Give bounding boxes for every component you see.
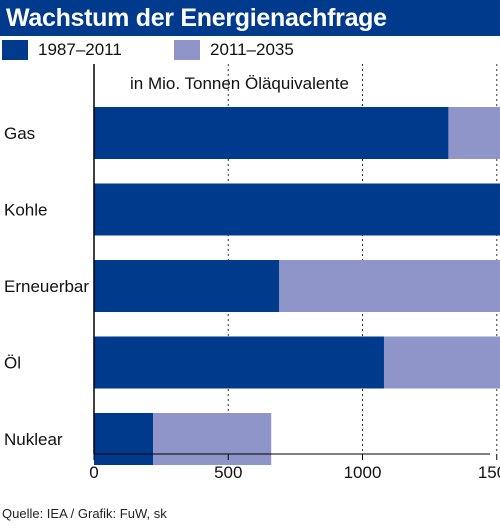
legend-swatch-series-2 (174, 40, 200, 60)
chart-title: Wachstum der Energienachfrage (0, 0, 500, 36)
bar-öl-series-1 (94, 336, 384, 389)
legend-item-series-1: 1987–2011 (2, 40, 122, 60)
bar-nuklear-series-1 (94, 413, 154, 465)
legend-swatch-series-1 (2, 40, 28, 60)
x-tick-label-0: 0 (89, 463, 98, 482)
x-tick-label-1000: 1000 (344, 463, 382, 482)
x-tick-label-1500: 1500 (478, 463, 500, 482)
bar-öl-series-2 (383, 336, 500, 389)
bar-nuklear-series-2 (153, 413, 272, 465)
legend: 1987–2011 2011–2035 (0, 40, 500, 64)
legend-item-series-2: 2011–2035 (174, 40, 294, 60)
unit-label: in Mio. Tonnen Öläquivalente (130, 74, 349, 93)
source-note: Quelle: IEA / Grafik: FuW, sk (2, 506, 167, 521)
category-label-4: Nuklear (4, 430, 63, 449)
legend-label-series-2: 2011–2035 (210, 40, 294, 59)
bar-erneuerbar-series-1 (94, 260, 280, 312)
bar-gas-series-1 (94, 107, 449, 159)
category-label-1: Kohle (4, 201, 47, 220)
legend-label-series-1: 1987–2011 (38, 40, 122, 59)
x-tick-label-500: 500 (214, 463, 242, 482)
bar-kohle-series-1 (94, 183, 500, 236)
chart-plot: Gas Kohle Erneuerbar Öl Nuklear in Mio. Tonne… (4, 64, 500, 482)
bar-erneuerbar-series-2 (279, 260, 500, 312)
category-label-0: Gas (4, 124, 35, 143)
category-label-2: Erneuerbar (4, 277, 89, 296)
category-label-3: Öl (4, 354, 21, 373)
bar-gas-series-2 (448, 107, 500, 159)
